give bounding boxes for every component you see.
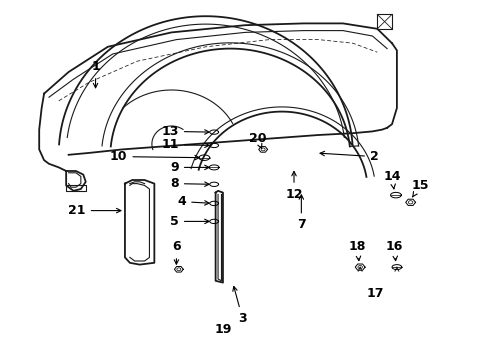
- Text: 6: 6: [172, 240, 181, 264]
- Text: 7: 7: [297, 195, 306, 231]
- Text: 11: 11: [161, 138, 209, 151]
- Text: 9: 9: [170, 161, 209, 174]
- Text: 15: 15: [412, 179, 429, 197]
- Text: 3: 3: [233, 287, 247, 325]
- Text: 21: 21: [68, 204, 121, 217]
- Text: 2: 2: [320, 150, 379, 163]
- Text: 10: 10: [110, 150, 199, 163]
- Text: 16: 16: [386, 240, 403, 261]
- Text: 13: 13: [162, 125, 209, 138]
- Text: 14: 14: [383, 170, 401, 189]
- Text: 1: 1: [91, 60, 100, 88]
- Text: 20: 20: [248, 132, 266, 148]
- Text: 12: 12: [285, 171, 303, 201]
- Text: 5: 5: [170, 215, 209, 228]
- Text: 8: 8: [170, 177, 209, 190]
- Text: 18: 18: [349, 240, 367, 261]
- Text: 19: 19: [214, 323, 232, 336]
- Text: 4: 4: [177, 195, 209, 208]
- Text: 17: 17: [366, 287, 384, 300]
